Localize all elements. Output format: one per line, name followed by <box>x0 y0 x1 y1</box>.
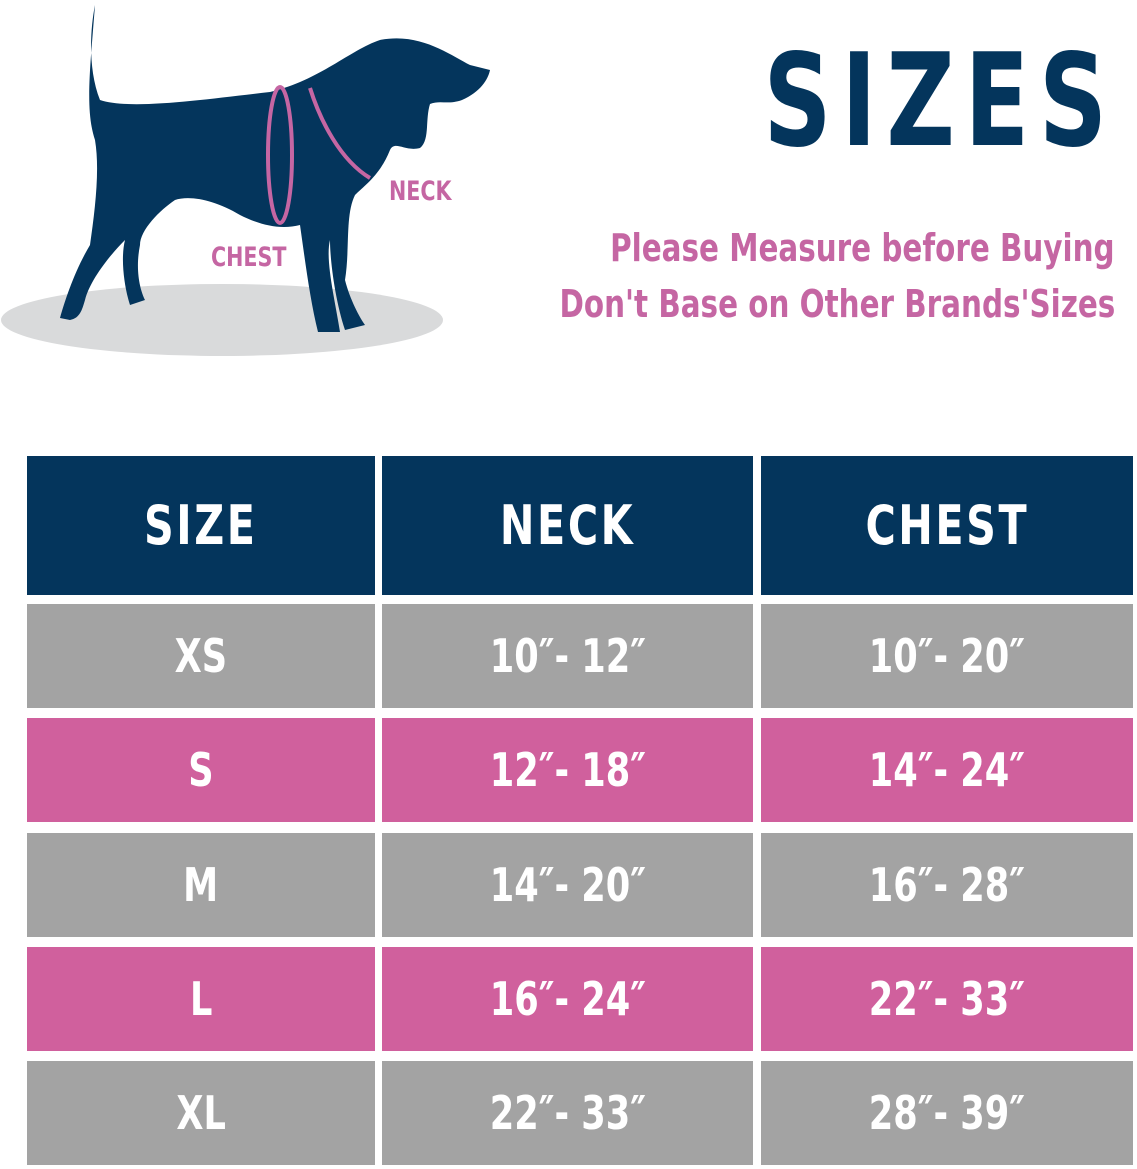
cell-size: S <box>27 718 375 822</box>
cell-size-text: M <box>183 858 219 912</box>
cell-size-text: L <box>189 972 213 1026</box>
cell-neck: 22″- 33″ <box>382 1061 753 1165</box>
cell-size-text: XS <box>174 629 228 683</box>
cell-chest-text: 16″- 28″ <box>868 858 1026 912</box>
cell-size: XS <box>27 604 375 708</box>
cell-size: XL <box>27 1061 375 1165</box>
cell-neck: 16″- 24″ <box>382 947 753 1051</box>
cell-neck: 14″- 20″ <box>382 833 753 937</box>
dog-silhouette-icon <box>1 5 490 356</box>
cell-chest: 28″- 39″ <box>761 1061 1133 1165</box>
neck-label: NECK <box>389 176 452 207</box>
header-size-text: SIZE <box>144 494 258 557</box>
cell-chest-text: 14″- 24″ <box>868 743 1026 797</box>
cell-size-text: XL <box>176 1086 226 1140</box>
cell-neck-text: 14″- 20″ <box>489 858 646 912</box>
header-chest: CHEST <box>761 456 1133 595</box>
header-neck: NECK <box>382 456 753 595</box>
cell-size-text: S <box>188 743 214 797</box>
header-neck-text: NECK <box>499 494 636 557</box>
cell-size: M <box>27 833 375 937</box>
cell-neck: 10″- 12″ <box>382 604 753 708</box>
cell-neck: 12″- 18″ <box>382 718 753 822</box>
cell-neck-text: 10″- 12″ <box>489 629 646 683</box>
subtitle-line-1: Please Measure before Buying <box>610 226 1115 270</box>
dog-illustration: NECK CHEST <box>0 0 500 360</box>
header-chest-text: CHEST <box>865 494 1029 557</box>
cell-chest-text: 22″- 33″ <box>868 972 1026 1026</box>
page-title: SIZES <box>763 27 1117 176</box>
cell-chest: 22″- 33″ <box>761 947 1133 1051</box>
cell-chest-text: 10″- 20″ <box>868 629 1026 683</box>
cell-size: L <box>27 947 375 1051</box>
cell-neck-text: 12″- 18″ <box>489 743 646 797</box>
cell-chest: 10″- 20″ <box>761 604 1133 708</box>
cell-chest: 16″- 28″ <box>761 833 1133 937</box>
chest-label: CHEST <box>211 242 287 273</box>
cell-chest: 14″- 24″ <box>761 718 1133 822</box>
cell-neck-text: 22″- 33″ <box>489 1086 646 1140</box>
cell-neck-text: 16″- 24″ <box>489 972 646 1026</box>
header-size: SIZE <box>27 456 375 595</box>
cell-chest-text: 28″- 39″ <box>868 1086 1026 1140</box>
subtitle-line-2: Don't Base on Other Brands'Sizes <box>559 282 1115 326</box>
